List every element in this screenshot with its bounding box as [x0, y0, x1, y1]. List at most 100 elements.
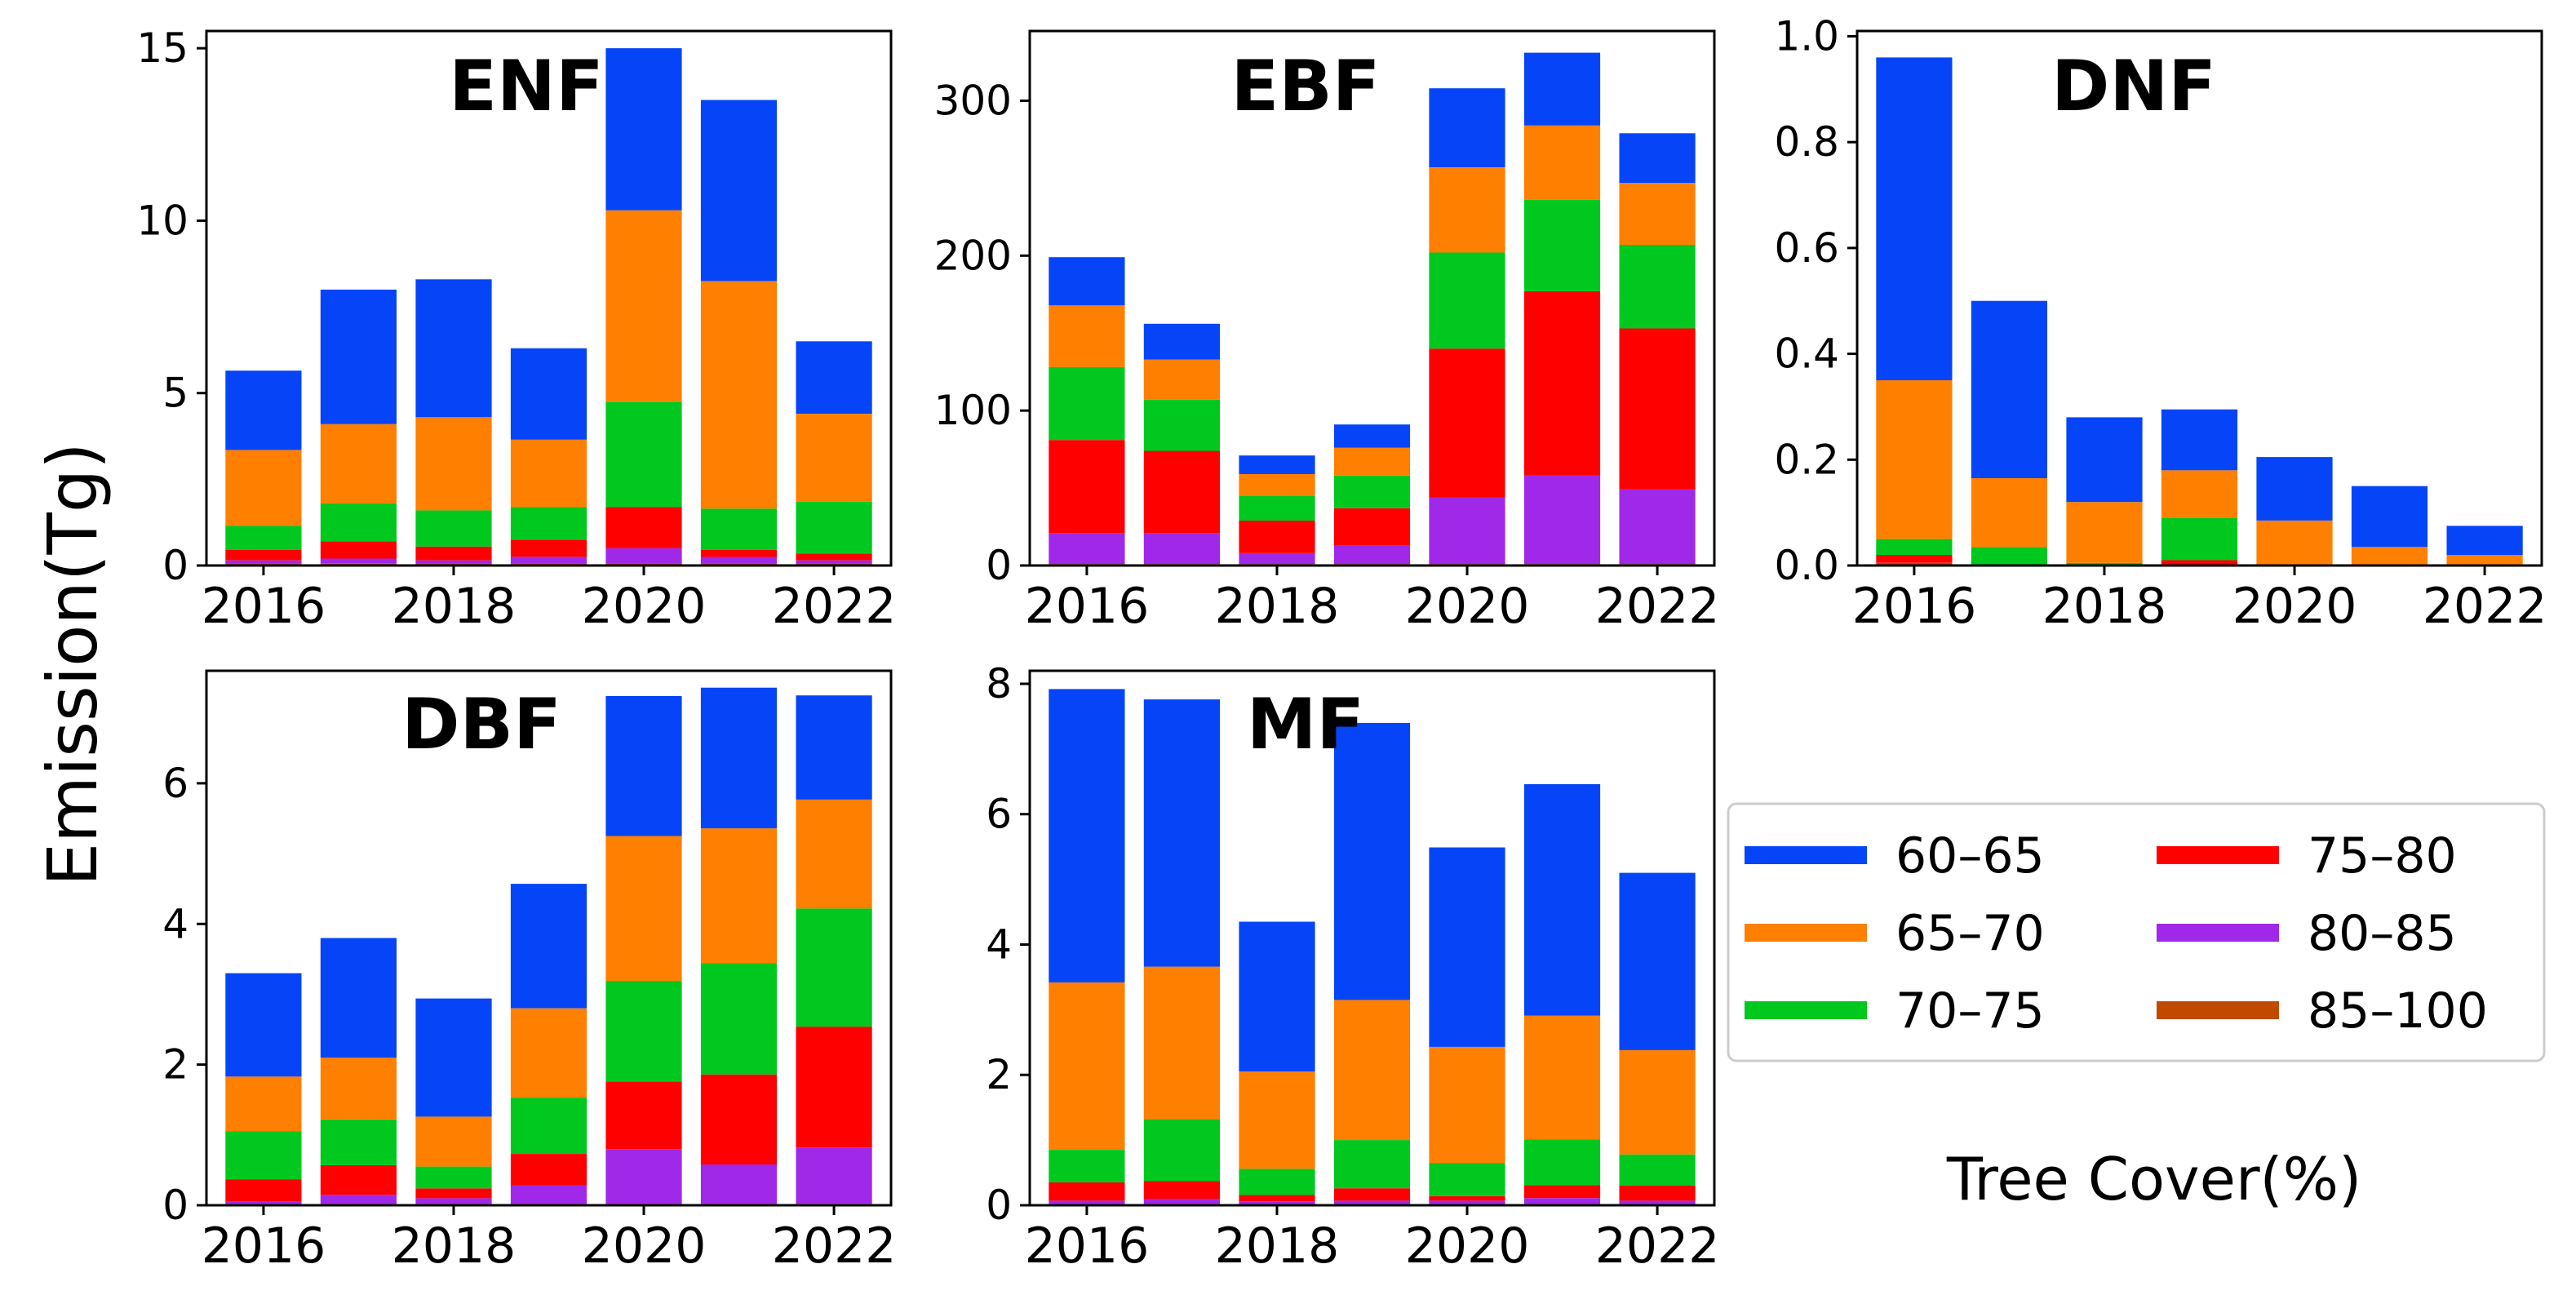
bar-ebf-2018-65–70	[1239, 474, 1315, 496]
legend-label-75–80: 75–80	[2308, 827, 2457, 885]
panel-mf: 0 2 4 6 8 2016 2018 2020 2022 MF	[986, 660, 1719, 1275]
x-tick-label: 2020	[582, 578, 707, 635]
bar-mf-2017-70–75	[1143, 1119, 1220, 1182]
legend: 60–65 65–70 70–75 75–80 80–85 85–100	[1727, 802, 2546, 1062]
bar-dbf-2022-60–65	[796, 695, 872, 800]
x-tick-label: 2020	[1405, 578, 1530, 635]
bar-ebf-2022-80–85	[1619, 490, 1696, 565]
y-tick-label: 0.0	[1774, 542, 1839, 589]
bar-mf-2022-60–65	[1619, 872, 1696, 1050]
x-tick-label: 2020	[1405, 1218, 1530, 1275]
bar-mf-2019-80–85	[1333, 1200, 1411, 1204]
bar-ebf-2019-75–80	[1333, 508, 1411, 546]
bar-enf-2017-75–80	[320, 541, 397, 559]
bar-mf-2016-60–65	[1049, 689, 1125, 982]
legend-swatch-70–75	[1745, 1001, 1867, 1019]
bar-ebf-2016-60–65	[1049, 257, 1125, 306]
bar-enf-2021-70–75	[700, 508, 778, 550]
bar-dnf-2022-60–65	[2446, 526, 2523, 556]
y-tick-label: 0	[986, 1182, 1012, 1229]
bar-dnf-2019-75–80	[2161, 560, 2238, 566]
bar-dnf-2016-60–65	[1876, 57, 1953, 381]
bar-ebf-2017-80–85	[1143, 533, 1220, 565]
bar-dnf-2020-60–65	[2256, 457, 2333, 521]
bar-dbf-2018-70–75	[415, 1166, 492, 1189]
bar-ebf-2018-80–85	[1239, 552, 1315, 565]
bar-mf-2020-75–80	[1429, 1195, 1505, 1201]
bar-mf-2018-80–85	[1239, 1201, 1315, 1204]
bar-dnf-2016-75–80	[1876, 555, 1953, 563]
y-tick-label: 8	[986, 660, 1012, 707]
bar-dbf-2017-75–80	[320, 1164, 397, 1195]
bar-dbf-2020-80–85	[605, 1149, 682, 1204]
bar-ebf-2016-75–80	[1049, 440, 1125, 534]
y-tick-label: 300	[934, 77, 1012, 124]
bar-dnf-2017-65–70	[1971, 478, 2047, 548]
bar-ebf-2018-60–65	[1239, 455, 1315, 474]
panel-title: ENF	[449, 46, 603, 127]
bar-mf-2018-65–70	[1239, 1071, 1315, 1169]
bar-mf-2022-65–70	[1619, 1049, 1696, 1155]
x-tick-label: 2016	[1852, 578, 1977, 635]
x-tick-label: 2018	[392, 1218, 517, 1275]
bar-ebf-2020-60–65	[1429, 88, 1505, 167]
bar-mf-2019-60–65	[1333, 722, 1411, 1000]
bar-mf-2017-65–70	[1143, 966, 1220, 1120]
bar-ebf-2021-60–65	[1523, 52, 1601, 126]
bar-enf-2017-60–65	[320, 289, 397, 424]
bar-dbf-2019-60–65	[510, 884, 587, 1009]
y-tick-label: 2	[986, 1051, 1012, 1098]
bar-enf-2020-65–70	[605, 210, 682, 402]
bar-dbf-2017-70–75	[320, 1119, 397, 1165]
bar-enf-2021-60–65	[700, 100, 778, 282]
bar-dnf-2019-70–75	[2161, 517, 2238, 561]
y-tick-label: 100	[934, 387, 1012, 434]
bar-mf-2018-60–65	[1239, 921, 1315, 1072]
legend-swatch-75–80	[2157, 846, 2279, 864]
bar-enf-2019-80–85	[510, 557, 587, 564]
bar-mf-2019-75–80	[1333, 1188, 1411, 1201]
legend-label-65–70: 65–70	[1895, 905, 2045, 962]
y-tick-label: 5	[162, 370, 188, 417]
bar-dbf-2022-80–85	[796, 1147, 872, 1204]
bar-ebf-2016-80–85	[1049, 533, 1125, 565]
legend-swatch-85–100	[2157, 1001, 2279, 1019]
bar-ebf-2016-70–75	[1049, 367, 1125, 441]
x-tick-label: 2016	[1025, 1218, 1150, 1275]
bar-dbf-2016-75–80	[225, 1179, 302, 1202]
bar-enf-2016-60–65	[225, 370, 302, 450]
bar-dbf-2016-80–85	[225, 1201, 302, 1204]
bar-mf-2022-80–85	[1619, 1200, 1696, 1204]
bar-ebf-2016-65–70	[1049, 305, 1125, 367]
legend-label-80–85: 80–85	[2308, 905, 2457, 962]
bar-enf-2022-60–65	[796, 341, 872, 414]
bar-dbf-2017-60–65	[320, 938, 397, 1058]
bar-enf-2022-65–70	[796, 414, 872, 502]
bar-enf-2018-70–75	[415, 510, 492, 547]
bar-dbf-2019-80–85	[510, 1185, 587, 1204]
y-tick-label: 6	[986, 791, 1012, 838]
bar-mf-2021-65–70	[1523, 1015, 1601, 1140]
y-tick-label: 0	[162, 1182, 188, 1229]
legend-swatch-80–85	[2157, 924, 2279, 942]
bar-ebf-2018-75–80	[1239, 520, 1315, 553]
bar-ebf-2022-65–70	[1619, 183, 1696, 245]
bar-dbf-2022-75–80	[796, 1027, 872, 1148]
bar-enf-2016-65–70	[225, 450, 302, 526]
bar-enf-2022-80–85	[796, 560, 872, 564]
bar-dnf-2016-70–75	[1876, 539, 1953, 556]
bar-ebf-2019-70–75	[1333, 475, 1411, 508]
axes-frame	[205, 669, 893, 1207]
bar-mf-2018-75–80	[1239, 1195, 1315, 1202]
bar-enf-2019-70–75	[510, 507, 587, 540]
bar-enf-2019-75–80	[510, 539, 587, 557]
bar-dnf-2020-65–70	[2256, 520, 2333, 566]
bar-enf-2018-60–65	[415, 279, 492, 418]
bar-enf-2019-65–70	[510, 439, 587, 508]
bar-dbf-2019-75–80	[510, 1154, 587, 1186]
panel-title: DBF	[401, 684, 561, 765]
bar-enf-2018-75–80	[415, 546, 492, 561]
bar-enf-2019-60–65	[510, 348, 587, 440]
legend-label-70–75: 70–75	[1895, 982, 2045, 1040]
